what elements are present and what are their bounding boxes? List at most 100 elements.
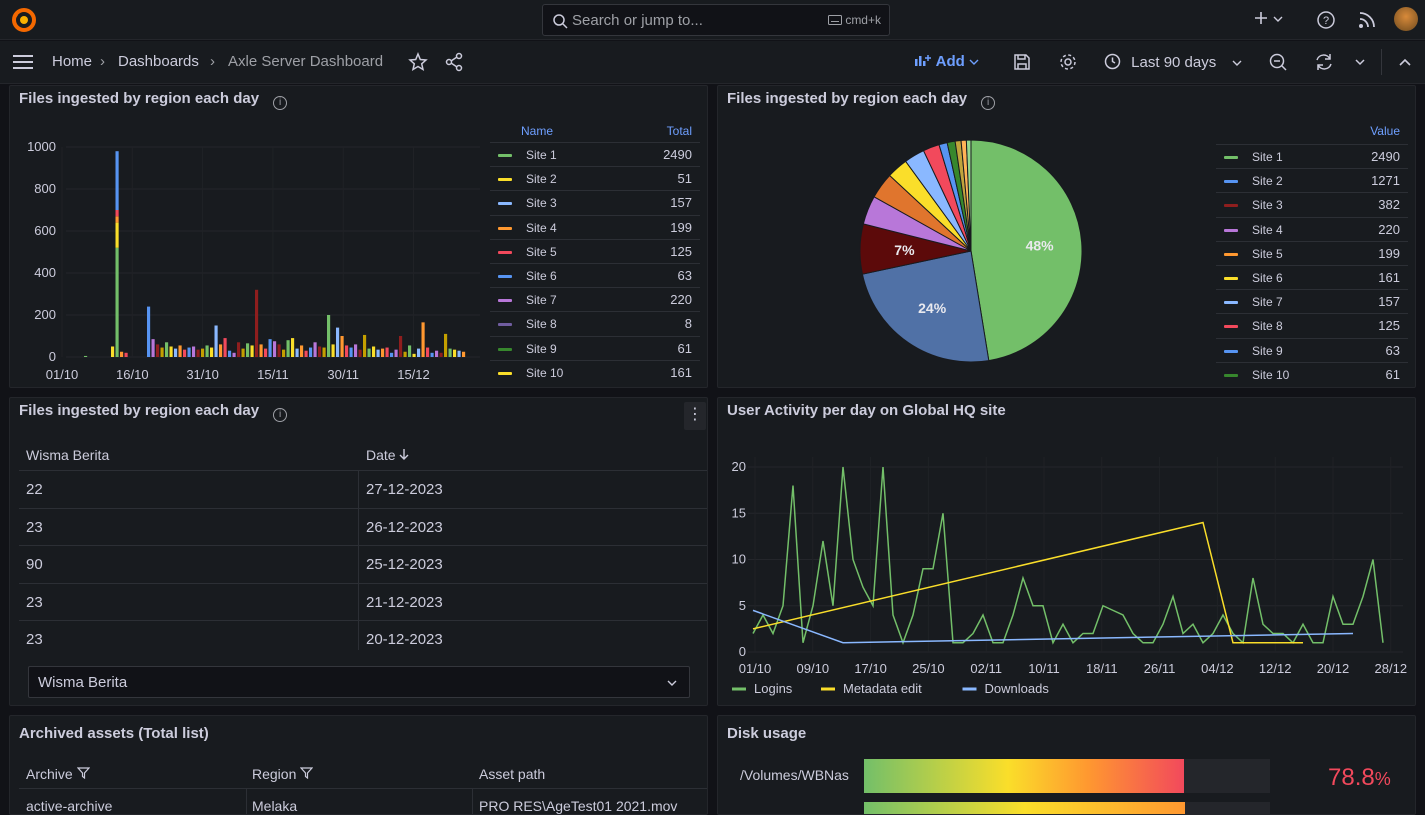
column-header-date[interactable]: Date <box>366 447 409 463</box>
bar <box>381 348 385 357</box>
info-icon[interactable]: i <box>273 408 288 422</box>
filter-icon[interactable] <box>299 767 314 780</box>
legend-row[interactable]: Site 3 157 <box>490 190 700 214</box>
cell-date: 20-12-2023 <box>366 631 443 649</box>
time-range-picker[interactable]: Last 90 days <box>1104 53 1242 71</box>
legend-color-swatch <box>498 323 512 327</box>
grafana-logo[interactable] <box>10 6 38 34</box>
collapse-chevron-up-icon[interactable] <box>1394 51 1416 73</box>
legend-row[interactable]: Site 4 220 <box>1216 216 1408 241</box>
legend-row[interactable]: Site 5 125 <box>490 238 700 263</box>
save-icon[interactable] <box>1011 51 1033 73</box>
news-feed-icon[interactable] <box>1357 8 1377 32</box>
panel-menu-icon[interactable]: ⋮ <box>684 402 706 430</box>
disk-bar-track <box>864 759 1270 793</box>
legend-row[interactable]: Site 1 2490 <box>1216 144 1408 168</box>
column-header-archive[interactable]: Archive <box>26 766 90 782</box>
search-input[interactable] <box>572 10 812 30</box>
table-row: 90 25-12-2023 <box>19 545 707 582</box>
x-tick-label: 30/11 <box>327 367 359 382</box>
share-icon[interactable] <box>443 51 465 73</box>
legend-row[interactable]: Site 2 1271 <box>1216 168 1408 192</box>
pie-slice <box>970 139 1083 362</box>
table-row: 23 20-12-2023 <box>19 620 707 657</box>
breadcrumb-home[interactable]: Home <box>52 53 93 70</box>
legend-series-value: 63 <box>1385 342 1400 358</box>
legend-row[interactable]: Site 1 2490 <box>490 142 700 166</box>
legend-row[interactable]: Site 9 61 <box>490 335 700 360</box>
legend-row[interactable]: Site 10 61 <box>1216 361 1408 386</box>
info-icon[interactable]: i <box>273 96 288 110</box>
cell-date: 26-12-2023 <box>366 518 443 536</box>
pie-chart[interactable]: 48% 24% 7% <box>718 86 1178 388</box>
disk-bar-fill <box>864 759 1184 793</box>
legend-color-swatch <box>1224 228 1238 232</box>
bar <box>412 353 416 357</box>
cell-date: 27-12-2023 <box>366 481 443 498</box>
bar <box>390 352 394 357</box>
panel-title: Files ingested by region each day i <box>19 90 288 110</box>
column-header-region[interactable]: Region <box>252 766 314 782</box>
legend-color-swatch <box>1224 301 1238 305</box>
column-header-wisma-berita[interactable]: Wisma Berita <box>26 447 110 463</box>
legend-header-total[interactable]: Total <box>666 124 692 138</box>
legend-header-value[interactable]: Value <box>1370 124 1400 138</box>
bar-segment <box>115 216 119 223</box>
bar <box>174 348 178 357</box>
table-row: 22 27-12-2023 <box>19 470 707 507</box>
user-avatar[interactable] <box>1394 7 1418 31</box>
x-tick-label: 09/10 <box>797 661 830 676</box>
legend-color-swatch <box>498 371 512 375</box>
legend-series-name: Site 5 <box>1252 246 1283 261</box>
legend-row[interactable]: Site 7 220 <box>490 287 700 311</box>
cell-date: 25-12-2023 <box>366 556 443 574</box>
legend-row[interactable]: Site 6 161 <box>1216 265 1408 289</box>
bar-chart[interactable]: 0 200 400 600 800 1000 01/10 16/10 31/10 15/11 30/… <box>10 86 490 388</box>
settings-gear-icon[interactable] <box>1057 51 1079 73</box>
add-button[interactable]: Add <box>914 53 979 70</box>
search-box[interactable]: cmd+k <box>542 4 890 36</box>
bar-segment <box>115 222 119 248</box>
legend-series-value: 382 <box>1378 197 1400 213</box>
star-icon[interactable] <box>407 51 429 73</box>
x-tick-label: 20/12 <box>1317 661 1350 676</box>
line-chart[interactable]: 0 5 10 15 20 01/10 09/10 17/10 25/10 02/11 10/11 18… <box>718 398 1416 706</box>
new-menu-button[interactable] <box>1254 8 1283 32</box>
bar <box>255 289 259 357</box>
bar <box>435 350 439 357</box>
legend-row[interactable]: Site 3 382 <box>1216 192 1408 216</box>
legend-row[interactable]: Site 4 199 <box>490 214 700 239</box>
legend-row[interactable]: Site 2 51 <box>490 166 700 190</box>
legend-row[interactable]: Site 7 157 <box>1216 289 1408 313</box>
filter-icon[interactable] <box>76 767 90 780</box>
y-tick-label: 5 <box>739 598 746 613</box>
column-header-asset-path[interactable]: Asset path <box>479 766 546 782</box>
pie-slice <box>861 250 990 363</box>
legend-series-name: Site 1 <box>526 148 557 162</box>
table-footer-select[interactable]: Wisma Berita <box>28 666 690 698</box>
bar <box>201 348 205 357</box>
refresh-icon[interactable] <box>1313 51 1335 73</box>
legend-row[interactable]: Site 6 63 <box>490 263 700 287</box>
panel-title: Files ingested by region each day i <box>727 90 996 110</box>
legend-row[interactable]: Site 8 125 <box>1216 313 1408 337</box>
top-bar: cmd+k ? <box>0 0 1425 40</box>
legend-series-name: Site 4 <box>526 220 557 235</box>
legend-row[interactable]: Site 8 8 <box>490 311 700 335</box>
menu-icon[interactable] <box>12 51 34 73</box>
x-tick-label: 01/10 <box>739 661 772 676</box>
cell-archive: active-archive <box>26 798 113 814</box>
x-tick-label: 16/10 <box>116 367 149 382</box>
legend-row[interactable]: Site 5 199 <box>1216 240 1408 265</box>
legend-series-value: 220 <box>1378 221 1400 237</box>
legend-header-name[interactable]: Name <box>521 124 554 138</box>
legend-color-swatch <box>498 226 512 230</box>
breadcrumb-dashboards[interactable]: Dashboards <box>118 53 199 70</box>
zoom-out-icon[interactable] <box>1267 51 1289 73</box>
refresh-interval-chevron-icon[interactable] <box>1349 51 1371 73</box>
legend-row[interactable]: Site 10 161 <box>490 359 700 384</box>
help-icon[interactable]: ? <box>1316 8 1336 32</box>
legend-series-name: Site 9 <box>1252 343 1283 358</box>
info-icon[interactable]: i <box>981 96 996 110</box>
legend-row[interactable]: Site 9 63 <box>1216 337 1408 362</box>
